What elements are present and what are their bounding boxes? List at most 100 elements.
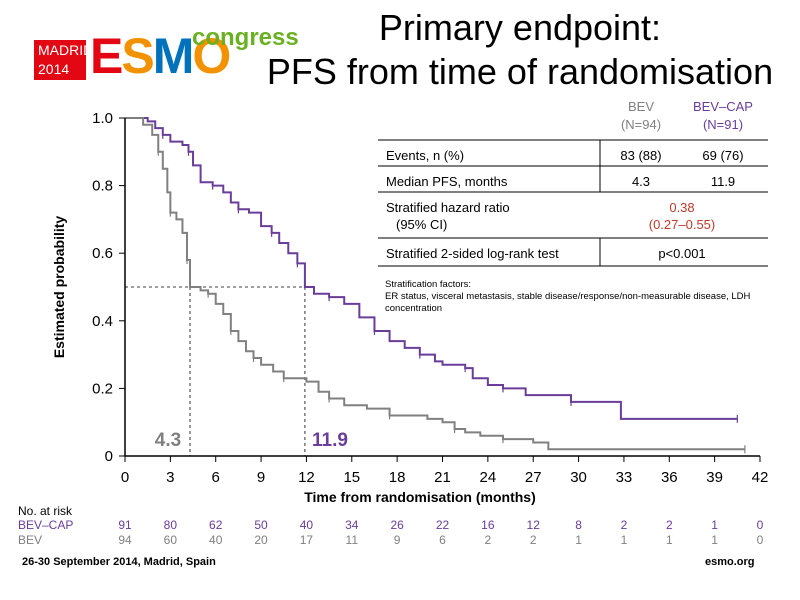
risk-value-bev: 0 [756, 533, 764, 547]
logo-letter-s: S [121, 28, 154, 84]
risk-value-bevcap: 0 [756, 518, 764, 532]
risk-value-bev: 2 [484, 533, 492, 547]
median-label-bevcap: 11.9 [312, 430, 348, 451]
hr-ci-value: (0.27–0.55) [648, 217, 716, 232]
risk-value-bevcap: 1 [711, 518, 718, 532]
risk-value-bev: 94 [118, 533, 132, 547]
footer-date-location: 26-30 September 2014, Madrid, Spain [22, 556, 216, 568]
risk-row-label-bev: BEV [18, 533, 43, 547]
x-tick-label: 12 [298, 469, 315, 486]
risk-value-bevcap: 12 [526, 518, 540, 532]
logo-letter-m: M [152, 28, 195, 84]
hr-value: 0.38 [669, 200, 695, 215]
risk-value-bevcap: 50 [254, 518, 268, 532]
risk-value-bev: 2 [529, 533, 537, 547]
stats-header-bevcap: BEV–CAP (N=91) [683, 98, 763, 138]
stats-value-bevcap: 69 (76) [702, 148, 744, 163]
risk-value-bev: 1 [665, 533, 673, 547]
slide-title-line-1: Primary endpoint: [378, 7, 662, 48]
esmo-congress-logo: MADRID 2014 ESMO congress [6, 16, 299, 86]
x-tick-label: 36 [661, 469, 678, 486]
logo-city: MADRID [38, 42, 94, 58]
logo-letter-e: E [90, 28, 123, 84]
risk-value-bevcap: 2 [665, 518, 673, 532]
risk-value-bevcap: 34 [345, 518, 359, 532]
logo-madrid-box: MADRID 2014 [34, 40, 94, 80]
risk-value-bevcap: 62 [209, 518, 223, 532]
stats-header-bevcap-name: BEV–CAP [693, 99, 753, 114]
stratification-title: Stratification factors: [385, 279, 472, 290]
logrank-label: Stratified 2-sided log-rank test [386, 246, 559, 261]
risk-value-bev: 9 [393, 533, 401, 547]
risk-value-bev: 17 [299, 533, 314, 547]
hr-label: Stratified hazard ratio [386, 200, 510, 215]
y-tick-label: 0.8 [92, 178, 113, 195]
stats-header-bev-n: (N=94) [620, 117, 662, 132]
risk-value-bevcap: 2 [620, 518, 628, 532]
stratification-note: Stratification factors: ER status, visce… [385, 279, 775, 315]
risk-value-bevcap: 16 [481, 518, 495, 532]
slide-title: Primary endpoint: PFS from time of rando… [250, 6, 790, 94]
slide-title-line-2: PFS from time of randomisation [266, 51, 774, 92]
logo-esmo-text: ESMO [90, 28, 231, 84]
stats-header-bevcap-n: (N=91) [702, 117, 744, 132]
logo-year: 2014 [38, 61, 70, 77]
risk-value-bev: 1 [711, 533, 718, 547]
x-tick-label: 18 [389, 469, 406, 486]
median-label-bev: 4.3 [155, 430, 181, 451]
risk-value-bev: 20 [254, 533, 268, 547]
logrank-value: p<0.001 [658, 246, 706, 261]
stats-value-bev: 83 (88) [620, 148, 662, 163]
median-guides [125, 286, 306, 456]
stats-row-label: Events, n (%) [386, 148, 465, 163]
risk-value-bev: 1 [620, 533, 628, 547]
x-tick-label: 30 [570, 469, 587, 486]
x-axis-label: Time from randomisation (months) [304, 489, 536, 505]
x-tick-label: 21 [434, 469, 451, 486]
y-tick-label: 1.0 [92, 110, 113, 127]
risk-value-bevcap: 8 [575, 518, 582, 532]
chart-axes [119, 117, 761, 462]
x-tick-label: 15 [343, 469, 360, 486]
risk-value-bev: 1 [575, 533, 582, 547]
risk-value-bevcap: 26 [390, 518, 404, 532]
x-tick-labels: 0 3 6 9 12 15 18 21 24 27 30 33 36 39 42 [121, 469, 769, 486]
y-tick-label: 0.4 [92, 313, 113, 330]
x-tick-label: 6 [212, 469, 220, 486]
x-tick-label: 3 [166, 469, 174, 486]
x-tick-label: 33 [616, 469, 633, 486]
km-curve-bevcap [125, 117, 738, 420]
stats-header-bev-name: BEV [627, 99, 654, 114]
risk-table-title: No. at risk [18, 504, 73, 518]
logo-congress-text: congress [192, 24, 299, 51]
risk-value-bevcap: 91 [118, 518, 132, 532]
stats-value-bevcap: 11.9 [710, 174, 736, 189]
x-tick-label: 39 [706, 469, 723, 486]
x-tick-label: 27 [525, 469, 542, 486]
hr-ci-label: (95% CI) [396, 217, 448, 232]
stats-value-bev: 4.3 [631, 174, 651, 189]
y-tick-label: 0.6 [92, 245, 113, 262]
footer-website: esmo.org [705, 556, 755, 568]
y-tick-labels: 0 0.2 0.4 0.6 0.8 1.0 [92, 110, 113, 465]
y-tick-label: 0 [105, 448, 113, 465]
risk-value-bevcap: 40 [299, 518, 314, 532]
y-axis-label: Estimated probability [51, 216, 67, 359]
risk-value-bev: 6 [439, 533, 446, 547]
stats-row-label: Median PFS, months [386, 174, 508, 189]
x-tick-label: 0 [121, 469, 129, 486]
risk-value-bev: 40 [209, 533, 223, 547]
stats-header-bev: BEV (N=94) [601, 98, 681, 138]
risk-value-bev: 11 [345, 533, 359, 547]
risk-value-bevcap: 22 [435, 518, 450, 532]
x-tick-label: 24 [480, 469, 497, 486]
risk-value-bevcap: 80 [163, 518, 178, 532]
risk-row-label-bevcap: BEV–CAP [18, 518, 74, 532]
stratification-text: ER status, visceral metastasis, stable d… [385, 291, 751, 314]
x-tick-label: 42 [752, 469, 769, 486]
risk-value-bev: 60 [163, 533, 178, 547]
km-curves [125, 117, 746, 454]
y-tick-label: 0.2 [92, 380, 113, 397]
